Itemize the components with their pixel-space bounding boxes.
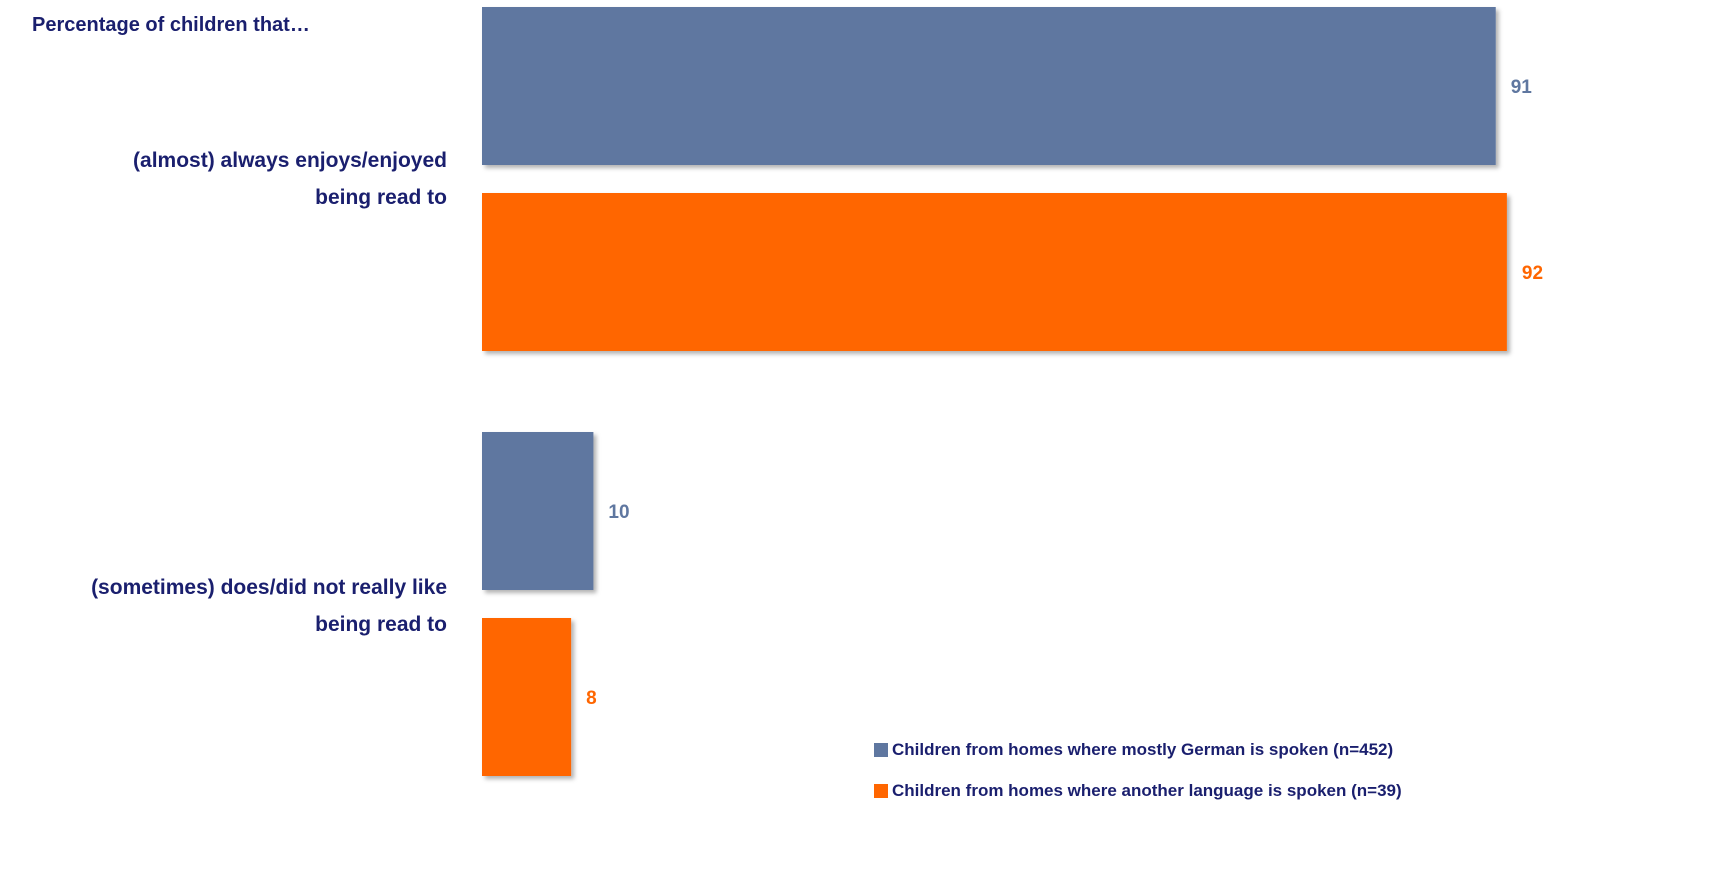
bars-layer: 91 92 10 8 <box>482 7 1543 776</box>
legend-item-german: Children from homes where mostly German … <box>874 740 1402 760</box>
category-label-dislikes: (sometimes) does/did not really like bei… <box>0 569 447 643</box>
data-label-enjoys-german: 91 <box>1511 77 1533 98</box>
bar-enjoys-german <box>482 7 1496 165</box>
legend-swatch-german <box>874 743 888 757</box>
data-label-dislikes-german: 10 <box>608 502 629 523</box>
category-label-enjoys: (almost) always enjoys/enjoyed being rea… <box>0 142 447 216</box>
legend: Children from homes where mostly German … <box>874 740 1402 822</box>
category-label-line: being read to <box>315 613 447 636</box>
legend-swatch-other-language <box>874 784 888 798</box>
bar-dislikes-other-language <box>482 618 572 776</box>
category-label-line: (almost) always enjoys/enjoyed <box>133 149 447 172</box>
legend-item-other-language: Children from homes where another langua… <box>874 781 1402 801</box>
category-label-line: being read to <box>315 186 447 209</box>
legend-label-other-language: Children from homes where another langua… <box>892 781 1402 800</box>
bar-dislikes-german <box>482 432 594 590</box>
data-label-enjoys-other-language: 92 <box>1522 263 1543 284</box>
data-label-dislikes-other-language: 8 <box>586 688 597 709</box>
legend-label-german: Children from homes where mostly German … <box>892 740 1394 759</box>
chart-title: Percentage of children that… <box>32 14 310 36</box>
bar-enjoys-other-language <box>482 193 1507 351</box>
category-label-line: (sometimes) does/did not really like <box>91 576 447 599</box>
